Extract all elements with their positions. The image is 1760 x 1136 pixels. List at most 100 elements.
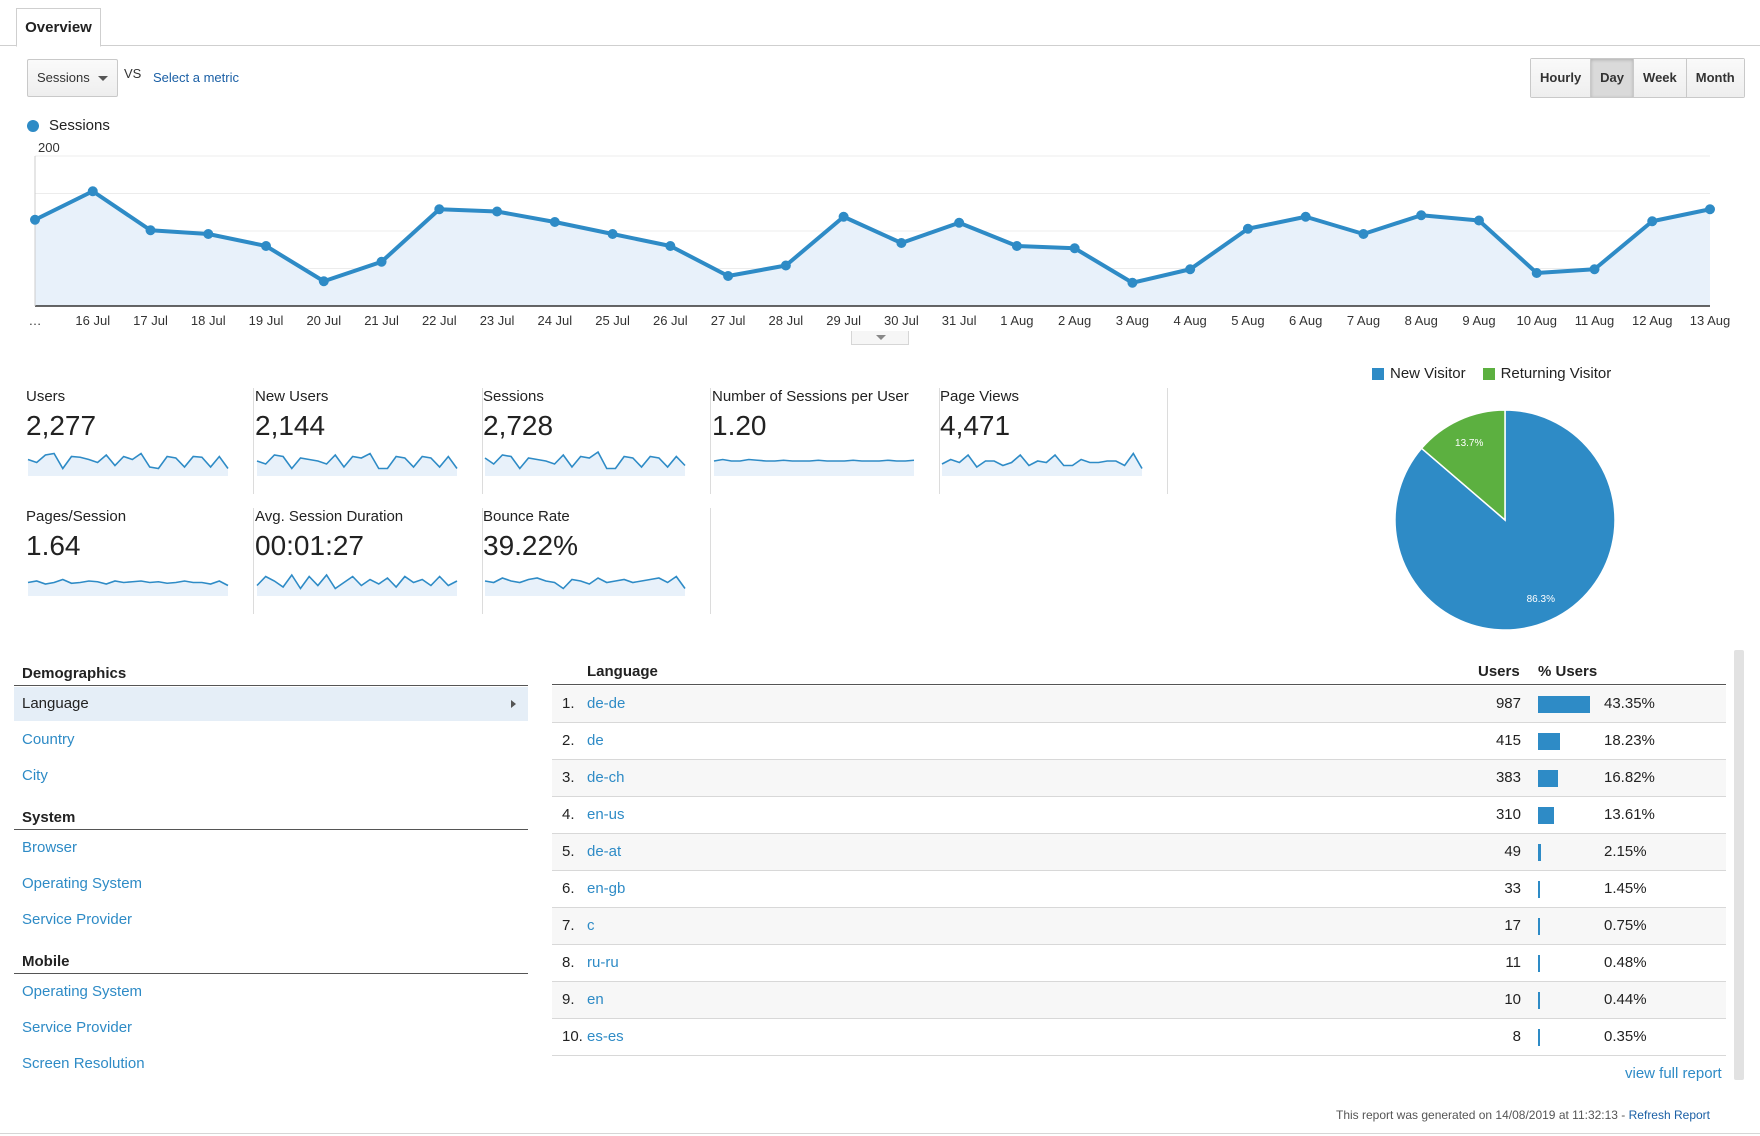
users-value: 33 bbox=[1504, 880, 1521, 897]
sessions-point[interactable] bbox=[145, 225, 156, 236]
pct-users-value: 16.82% bbox=[1604, 769, 1655, 786]
week-button[interactable]: Week bbox=[1634, 59, 1687, 97]
sessions-point[interactable] bbox=[1531, 268, 1542, 278]
refresh-report-link[interactable]: Refresh Report bbox=[1628, 1108, 1711, 1122]
scrollbar[interactable] bbox=[1734, 650, 1744, 1080]
language-link[interactable]: de-de bbox=[587, 695, 626, 712]
sessions-point[interactable] bbox=[607, 229, 618, 239]
language-link[interactable]: de-ch bbox=[587, 769, 625, 786]
sessions-point[interactable] bbox=[1589, 264, 1600, 275]
hourly-button[interactable]: Hourly bbox=[1531, 59, 1592, 97]
language-link[interactable]: ru-ru bbox=[587, 954, 619, 971]
sessions-point[interactable] bbox=[1358, 229, 1369, 239]
sessions-point[interactable] bbox=[376, 256, 387, 267]
sessions-point[interactable] bbox=[1127, 277, 1138, 288]
tab-overview[interactable]: Overview bbox=[16, 8, 101, 47]
language-link[interactable]: de-at bbox=[587, 843, 622, 860]
sessions-point[interactable] bbox=[723, 271, 734, 281]
language-link[interactable]: en bbox=[587, 991, 604, 1008]
sessions-point[interactable] bbox=[954, 217, 965, 228]
sessions-point[interactable] bbox=[1185, 264, 1196, 275]
sessions-point[interactable] bbox=[492, 206, 503, 217]
scorecard-label: Number of Sessions per User bbox=[712, 388, 909, 405]
y-tick-label: 200 bbox=[38, 140, 60, 155]
scorecard-label: Bounce Rate bbox=[483, 508, 570, 525]
sessions-point[interactable] bbox=[318, 276, 329, 287]
nav-item[interactable]: Operating System bbox=[14, 867, 528, 901]
nav-item[interactable]: Service Provider bbox=[14, 903, 528, 937]
users-value: 10 bbox=[1504, 991, 1521, 1008]
sessions-point[interactable] bbox=[87, 186, 98, 197]
sessions-point[interactable] bbox=[1705, 204, 1715, 215]
nav-item[interactable]: Language bbox=[14, 687, 528, 721]
nav-heading: Demographics bbox=[22, 665, 127, 682]
scorecard-value: 2,277 bbox=[26, 410, 97, 441]
scorecard[interactable]: Pages/Session 1.64 bbox=[26, 508, 254, 614]
metric-dropdown[interactable]: Sessions bbox=[27, 59, 118, 97]
pie-slice-label: 13.7% bbox=[1455, 438, 1483, 449]
chart-collapse-handle[interactable] bbox=[851, 331, 909, 345]
sessions-point[interactable] bbox=[665, 241, 676, 251]
scorecard-value: 4,471 bbox=[940, 410, 1011, 441]
sessions-point[interactable] bbox=[896, 238, 907, 248]
table-row: 10. es-es 8 0.35% bbox=[552, 1019, 1726, 1056]
language-link[interactable]: es-es bbox=[587, 1028, 624, 1045]
nav-heading: System bbox=[22, 809, 76, 826]
sessions-point[interactable] bbox=[1242, 223, 1253, 234]
sessions-point[interactable] bbox=[203, 229, 214, 239]
scorecard[interactable]: Users 2,277 bbox=[26, 388, 254, 494]
sessions-legend-label: Sessions bbox=[49, 117, 110, 134]
nav-item[interactable]: Country bbox=[14, 723, 528, 757]
sessions-point[interactable] bbox=[1473, 215, 1484, 226]
nav-item[interactable]: Operating System bbox=[14, 975, 528, 1009]
sessions-point[interactable] bbox=[30, 214, 40, 225]
pie-slice-label: 86.3% bbox=[1527, 594, 1555, 605]
sparkline-line bbox=[256, 573, 458, 590]
language-link[interactable]: en-us bbox=[587, 806, 625, 823]
x-tick-label: 8 Aug bbox=[1405, 313, 1438, 328]
scorecard-value: 00:01:27 bbox=[255, 530, 364, 561]
x-tick-label: 12 Aug bbox=[1632, 313, 1673, 328]
tab-strip: Overview bbox=[0, 0, 1760, 47]
nav-item-label: Country bbox=[22, 731, 75, 748]
sessions-point[interactable] bbox=[1647, 216, 1658, 227]
pct-users-value: 2.15% bbox=[1604, 843, 1647, 860]
sparkline-area bbox=[257, 575, 457, 596]
sessions-point[interactable] bbox=[780, 260, 791, 271]
day-button[interactable]: Day bbox=[1591, 59, 1635, 97]
scorecard[interactable]: Page Views 4,471 bbox=[940, 388, 1168, 494]
sparkline-area bbox=[942, 453, 1142, 476]
sparkline bbox=[256, 452, 458, 476]
nav-item[interactable]: Browser bbox=[14, 831, 528, 865]
scorecard[interactable]: New Users 2,144 bbox=[255, 388, 483, 494]
nav-item[interactable]: City bbox=[14, 759, 528, 793]
language-link[interactable]: de bbox=[587, 732, 604, 749]
select-metric-link[interactable]: Select a metric bbox=[153, 70, 239, 85]
nav-item[interactable]: Service Provider bbox=[14, 1011, 528, 1045]
x-tick-label: 26 Jul bbox=[653, 313, 688, 328]
language-link[interactable]: en-gb bbox=[587, 880, 626, 897]
scorecard-value: 2,728 bbox=[483, 410, 554, 441]
sessions-legend-dot bbox=[27, 119, 39, 132]
view-full-report-link[interactable]: view full report bbox=[1625, 1065, 1722, 1082]
scorecard[interactable]: Bounce Rate 39.22% bbox=[483, 508, 711, 614]
scorecard-label: Page Views bbox=[940, 388, 1019, 405]
month-button[interactable]: Month bbox=[1686, 59, 1744, 97]
scorecard[interactable]: Number of Sessions per User 1.20 bbox=[712, 388, 940, 494]
sessions-point[interactable] bbox=[1416, 210, 1427, 221]
row-index: 2. bbox=[562, 732, 575, 749]
pie-slice-returning-visitor[interactable] bbox=[1420, 409, 1506, 522]
sessions-point[interactable] bbox=[261, 241, 272, 251]
sessions-point[interactable] bbox=[1069, 243, 1080, 254]
scorecard[interactable]: Avg. Session Duration 00:01:27 bbox=[255, 508, 483, 614]
sessions-point[interactable] bbox=[838, 211, 849, 222]
sparkline-area bbox=[28, 579, 228, 596]
language-link[interactable]: c bbox=[587, 917, 595, 934]
sessions-point[interactable] bbox=[434, 204, 445, 215]
sessions-point[interactable] bbox=[549, 217, 560, 227]
sessions-point[interactable] bbox=[1300, 211, 1311, 222]
scorecard[interactable]: Sessions 2,728 bbox=[483, 388, 711, 494]
nav-item[interactable]: Screen Resolution bbox=[14, 1047, 528, 1081]
sessions-point[interactable] bbox=[1011, 241, 1022, 251]
sparkline-area bbox=[714, 459, 914, 476]
